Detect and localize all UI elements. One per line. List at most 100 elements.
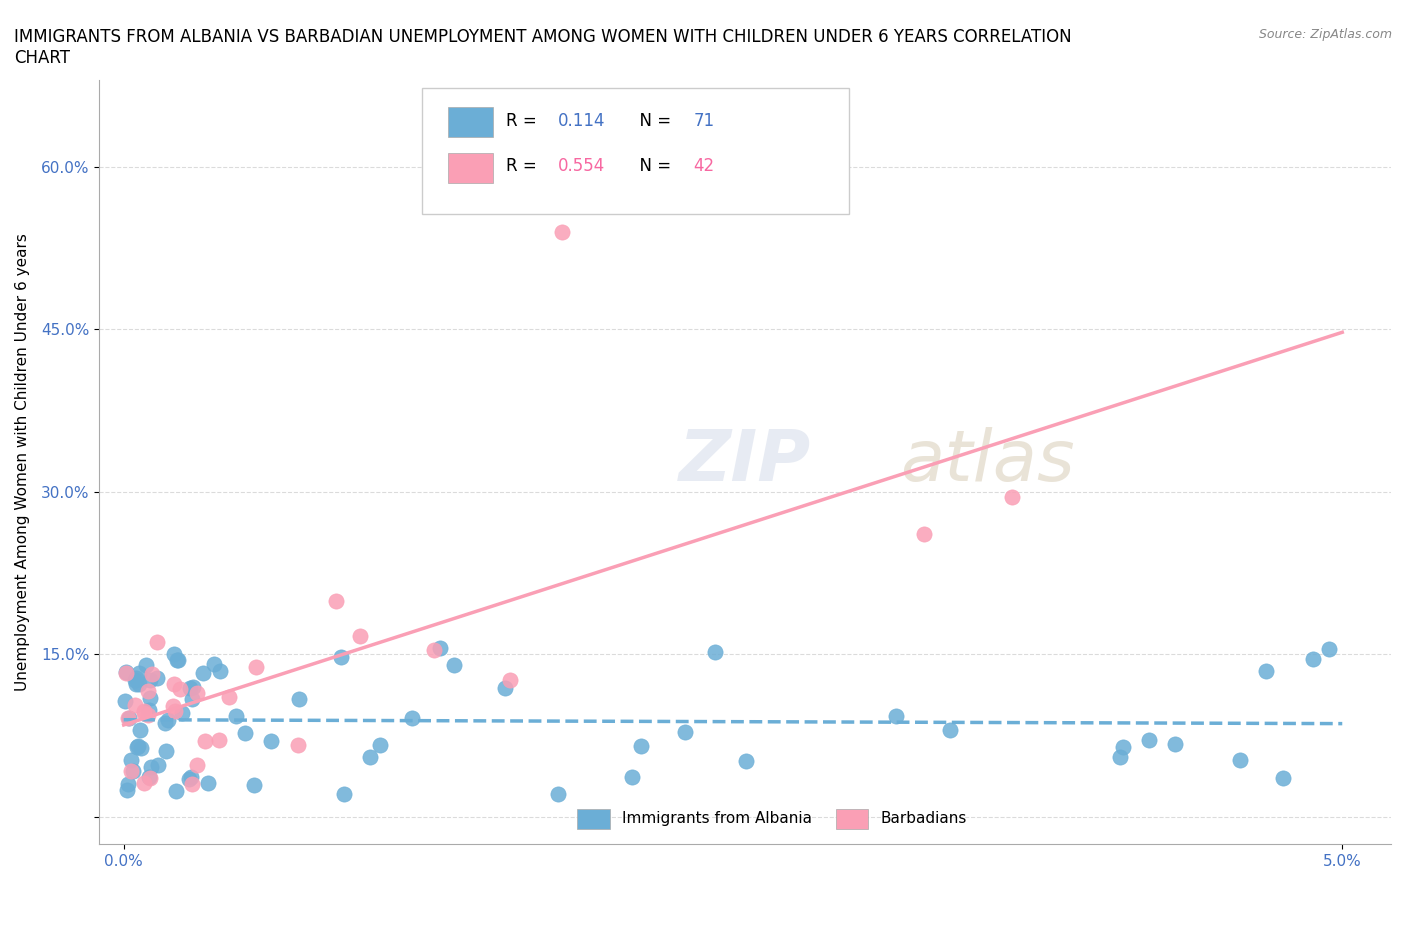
Point [1302, 652, 1324, 667]
Point [359, 750, 381, 764]
Point [191, 666, 214, 681]
Point [139, 691, 162, 706]
Point [146, 634, 169, 649]
Point [169, 682, 191, 697]
Point [132, 776, 155, 790]
Point [166, 652, 188, 667]
Point [1164, 737, 1187, 751]
Point [704, 644, 727, 659]
Point [124, 698, 146, 712]
FancyBboxPatch shape [449, 153, 494, 183]
Point [1001, 489, 1024, 504]
Text: IMMIGRANTS FROM ALBANIA VS BARBADIAN UNEMPLOYMENT AMONG WOMEN WITH CHILDREN UNDE: IMMIGRANTS FROM ALBANIA VS BARBADIAN UNE… [14, 28, 1071, 67]
Y-axis label: Unemployment Among Women with Children Under 6 years: Unemployment Among Women with Children U… [15, 233, 30, 691]
Point [673, 724, 696, 739]
Point [128, 665, 150, 680]
Point [136, 684, 159, 698]
Text: 0.554: 0.554 [558, 157, 605, 176]
Point [166, 784, 188, 799]
Point [233, 725, 256, 740]
Point [1229, 753, 1251, 768]
Point [245, 659, 267, 674]
Point [939, 723, 962, 737]
Point [125, 677, 148, 692]
Point [167, 653, 190, 668]
Point [180, 770, 202, 785]
Point [128, 677, 150, 692]
FancyBboxPatch shape [578, 809, 610, 829]
Point [494, 681, 516, 696]
Point [208, 664, 231, 679]
Point [218, 689, 240, 704]
Point [163, 676, 186, 691]
Text: R =: R = [506, 157, 543, 176]
Point [1112, 739, 1135, 754]
Point [138, 769, 160, 784]
Point [163, 646, 186, 661]
Point [912, 527, 935, 542]
Point [886, 709, 908, 724]
Point [135, 658, 157, 672]
Point [225, 709, 247, 724]
Text: N =: N = [628, 112, 676, 129]
Point [1272, 771, 1295, 786]
Point [117, 711, 139, 725]
Point [551, 224, 574, 239]
Point [127, 740, 149, 755]
Point [163, 703, 186, 718]
Point [127, 738, 149, 753]
Point [630, 738, 652, 753]
Point [423, 643, 446, 658]
Point [288, 692, 311, 707]
Point [186, 758, 208, 773]
Point [125, 671, 148, 685]
Text: 0.114: 0.114 [558, 112, 606, 129]
Point [179, 771, 201, 786]
Point [547, 787, 569, 802]
Point [117, 777, 139, 791]
Point [208, 733, 231, 748]
Point [349, 629, 371, 644]
Point [153, 716, 176, 731]
Point [132, 703, 155, 718]
Point [132, 706, 155, 721]
Point [1254, 663, 1277, 678]
Point [260, 733, 283, 748]
Text: Source: ZipAtlas.com: Source: ZipAtlas.com [1258, 28, 1392, 41]
Point [1319, 642, 1341, 657]
Point [115, 665, 138, 680]
Point [139, 759, 162, 774]
Point [330, 650, 353, 665]
Point [141, 666, 163, 681]
Point [124, 672, 146, 687]
Text: 42: 42 [693, 157, 714, 176]
Point [181, 777, 204, 791]
Text: R =: R = [506, 112, 543, 129]
Point [120, 753, 142, 768]
Point [368, 737, 391, 752]
Point [157, 712, 180, 727]
Point [287, 737, 309, 752]
Point [139, 673, 162, 688]
Point [401, 711, 423, 725]
Point [120, 764, 142, 778]
Point [429, 640, 451, 655]
Point [333, 787, 356, 802]
Point [186, 685, 208, 700]
Point [146, 671, 169, 685]
Point [139, 770, 162, 785]
Point [138, 702, 160, 717]
Point [129, 723, 152, 737]
Point [325, 593, 347, 608]
Point [735, 754, 758, 769]
Point [170, 706, 193, 721]
Text: Immigrants from Albania: Immigrants from Albania [623, 811, 813, 826]
Point [115, 783, 138, 798]
Text: N =: N = [628, 157, 676, 176]
Text: Barbadians: Barbadians [880, 811, 967, 826]
Point [179, 681, 201, 696]
Point [1139, 733, 1161, 748]
FancyBboxPatch shape [422, 87, 848, 214]
Point [114, 693, 136, 708]
Point [146, 757, 169, 772]
